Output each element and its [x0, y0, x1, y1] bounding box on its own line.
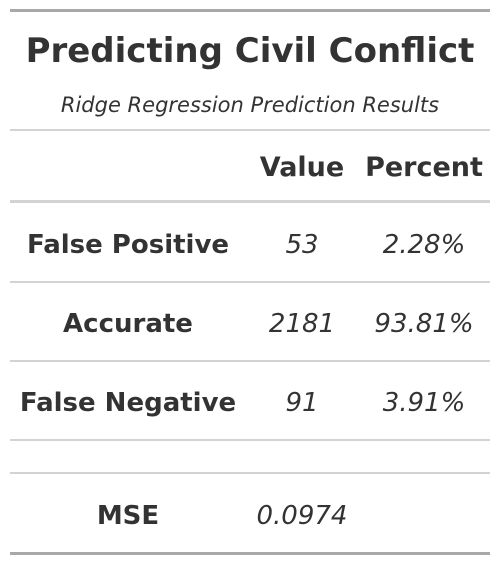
row-label: False Negative	[19, 388, 237, 418]
row-value: 2181	[268, 309, 336, 339]
summary-top-rule	[10, 472, 490, 474]
table-subtitle: Ridge Regression Prediction Results	[60, 93, 440, 117]
summary-value: 0.0974	[256, 501, 348, 531]
row-label: False Positive	[26, 230, 230, 260]
column-header-value: Value	[259, 152, 345, 183]
row-percent: 93.81%	[374, 309, 474, 339]
row-label: Accurate	[63, 309, 193, 339]
summary-label: MSE	[96, 501, 160, 531]
row-percent: 2.28%	[382, 230, 466, 260]
results-table: Predicting Civil Conflict Ridge Regressi…	[10, 9, 490, 557]
heading-rule	[10, 129, 490, 131]
table-bottom-rule	[10, 552, 490, 555]
row-divider	[10, 439, 490, 441]
row-value: 53	[285, 230, 319, 260]
table-title: Predicting Civil Conflict	[25, 31, 475, 71]
column-header-percent: Percent	[365, 152, 483, 183]
row-percent: 3.91%	[382, 388, 466, 418]
row-value: 91	[285, 388, 319, 418]
column-header-rule	[10, 200, 490, 203]
row-divider	[10, 360, 490, 362]
row-divider	[10, 281, 490, 283]
table-top-rule	[10, 9, 490, 12]
